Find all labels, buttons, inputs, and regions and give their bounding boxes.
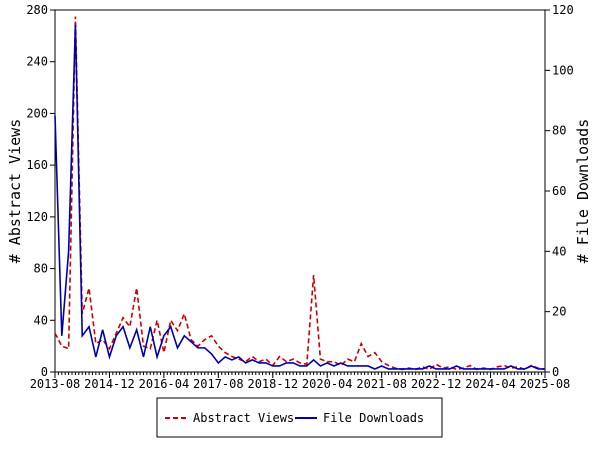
y-tick-label: 280	[26, 3, 48, 17]
x-tick-label: 2016-04	[139, 377, 190, 391]
y-tick-label: 120	[26, 210, 48, 224]
y-tick-label: 240	[26, 55, 48, 69]
y-axis-label: # Abstract Views	[6, 119, 24, 264]
plot-frame	[54, 9, 546, 373]
y-tick-label: 160	[26, 158, 48, 172]
x-tick-label: 2021-08	[356, 377, 407, 391]
x-tick-label: 2018-12	[247, 377, 298, 391]
y2-tick-label: 0	[552, 365, 559, 379]
x-tick-label: 2013-08	[30, 377, 81, 391]
x-tick-label: 2020-04	[302, 377, 353, 391]
x-tick-label: 2017-08	[193, 377, 244, 391]
data-line	[54, 16, 546, 371]
y2-tick-label: 120	[552, 3, 574, 17]
y2-tick-label: 20	[552, 305, 566, 319]
y2-axis-label: # File Downloads	[574, 119, 592, 264]
y-tick-label: 80	[34, 262, 48, 276]
x-tick-label: 2024-04	[465, 377, 516, 391]
y2-tick-label: 100	[552, 63, 574, 77]
x-tick-label: 2014-12	[84, 377, 135, 391]
x-tick-label: 2022-12	[411, 377, 462, 391]
x-tick-label: 2025-08	[520, 377, 571, 391]
legend-label: File Downloads	[323, 411, 424, 425]
y2-tick-label: 60	[552, 184, 566, 198]
y2-tick-label: 40	[552, 244, 566, 258]
legend-label: Abstract Views	[193, 411, 294, 425]
y-tick-label: 0	[41, 365, 48, 379]
y-tick-label: 40	[34, 313, 48, 327]
y-tick-label: 200	[26, 106, 48, 120]
y2-tick-label: 80	[552, 124, 566, 138]
data-line	[54, 25, 545, 370]
